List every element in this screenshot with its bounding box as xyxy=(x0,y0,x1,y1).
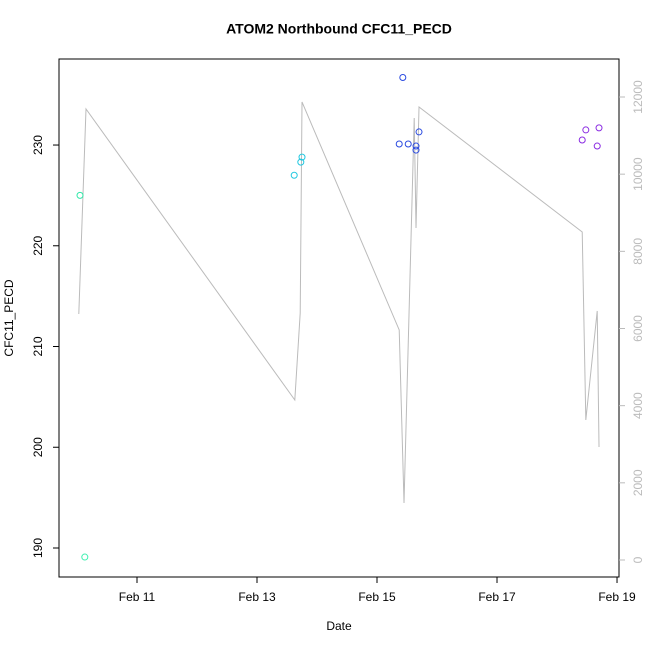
y-axis-label: CFC11_PECD xyxy=(2,279,16,356)
y-tick-label: 210 xyxy=(31,336,45,356)
x-tick-label: Feb 15 xyxy=(358,590,396,604)
y-tick-label: 230 xyxy=(31,135,45,155)
data-point xyxy=(297,158,305,166)
data-point xyxy=(399,74,407,82)
plot-frame xyxy=(58,58,620,578)
data-point xyxy=(578,136,586,144)
data-point xyxy=(298,153,306,161)
data-point xyxy=(412,142,420,150)
x-axis-label: Date xyxy=(326,619,352,633)
data-point xyxy=(595,124,603,132)
data-point xyxy=(395,140,403,148)
chart-title: ATOM2 Northbound CFC11_PECD xyxy=(226,21,452,37)
y2-tick-label: 4000 xyxy=(631,392,645,419)
data-point xyxy=(412,146,420,154)
data-point xyxy=(582,126,590,134)
data-point xyxy=(81,553,89,561)
y2-tick-label: 8000 xyxy=(631,238,645,265)
y2-tick-label: 12000 xyxy=(631,80,645,114)
data-point xyxy=(290,171,298,179)
y-tick-label: 220 xyxy=(31,235,45,255)
y2-tick-label: 2000 xyxy=(631,469,645,496)
y-tick-label: 200 xyxy=(31,437,45,457)
data-point xyxy=(76,191,84,199)
data-point xyxy=(404,140,412,148)
y-tick-label: 190 xyxy=(31,538,45,558)
data-line xyxy=(78,101,600,504)
x-tick-label: Feb 13 xyxy=(238,590,276,604)
x-tick-label: Feb 11 xyxy=(119,590,156,604)
x-tick-label: Feb 19 xyxy=(598,590,636,604)
y2-tick-label: 0 xyxy=(631,556,645,563)
data-point xyxy=(593,142,601,150)
data-point xyxy=(415,128,423,136)
x-tick-label: Feb 17 xyxy=(478,590,516,604)
y2-tick-label: 10000 xyxy=(631,157,645,191)
y2-tick-label: 6000 xyxy=(631,315,645,342)
